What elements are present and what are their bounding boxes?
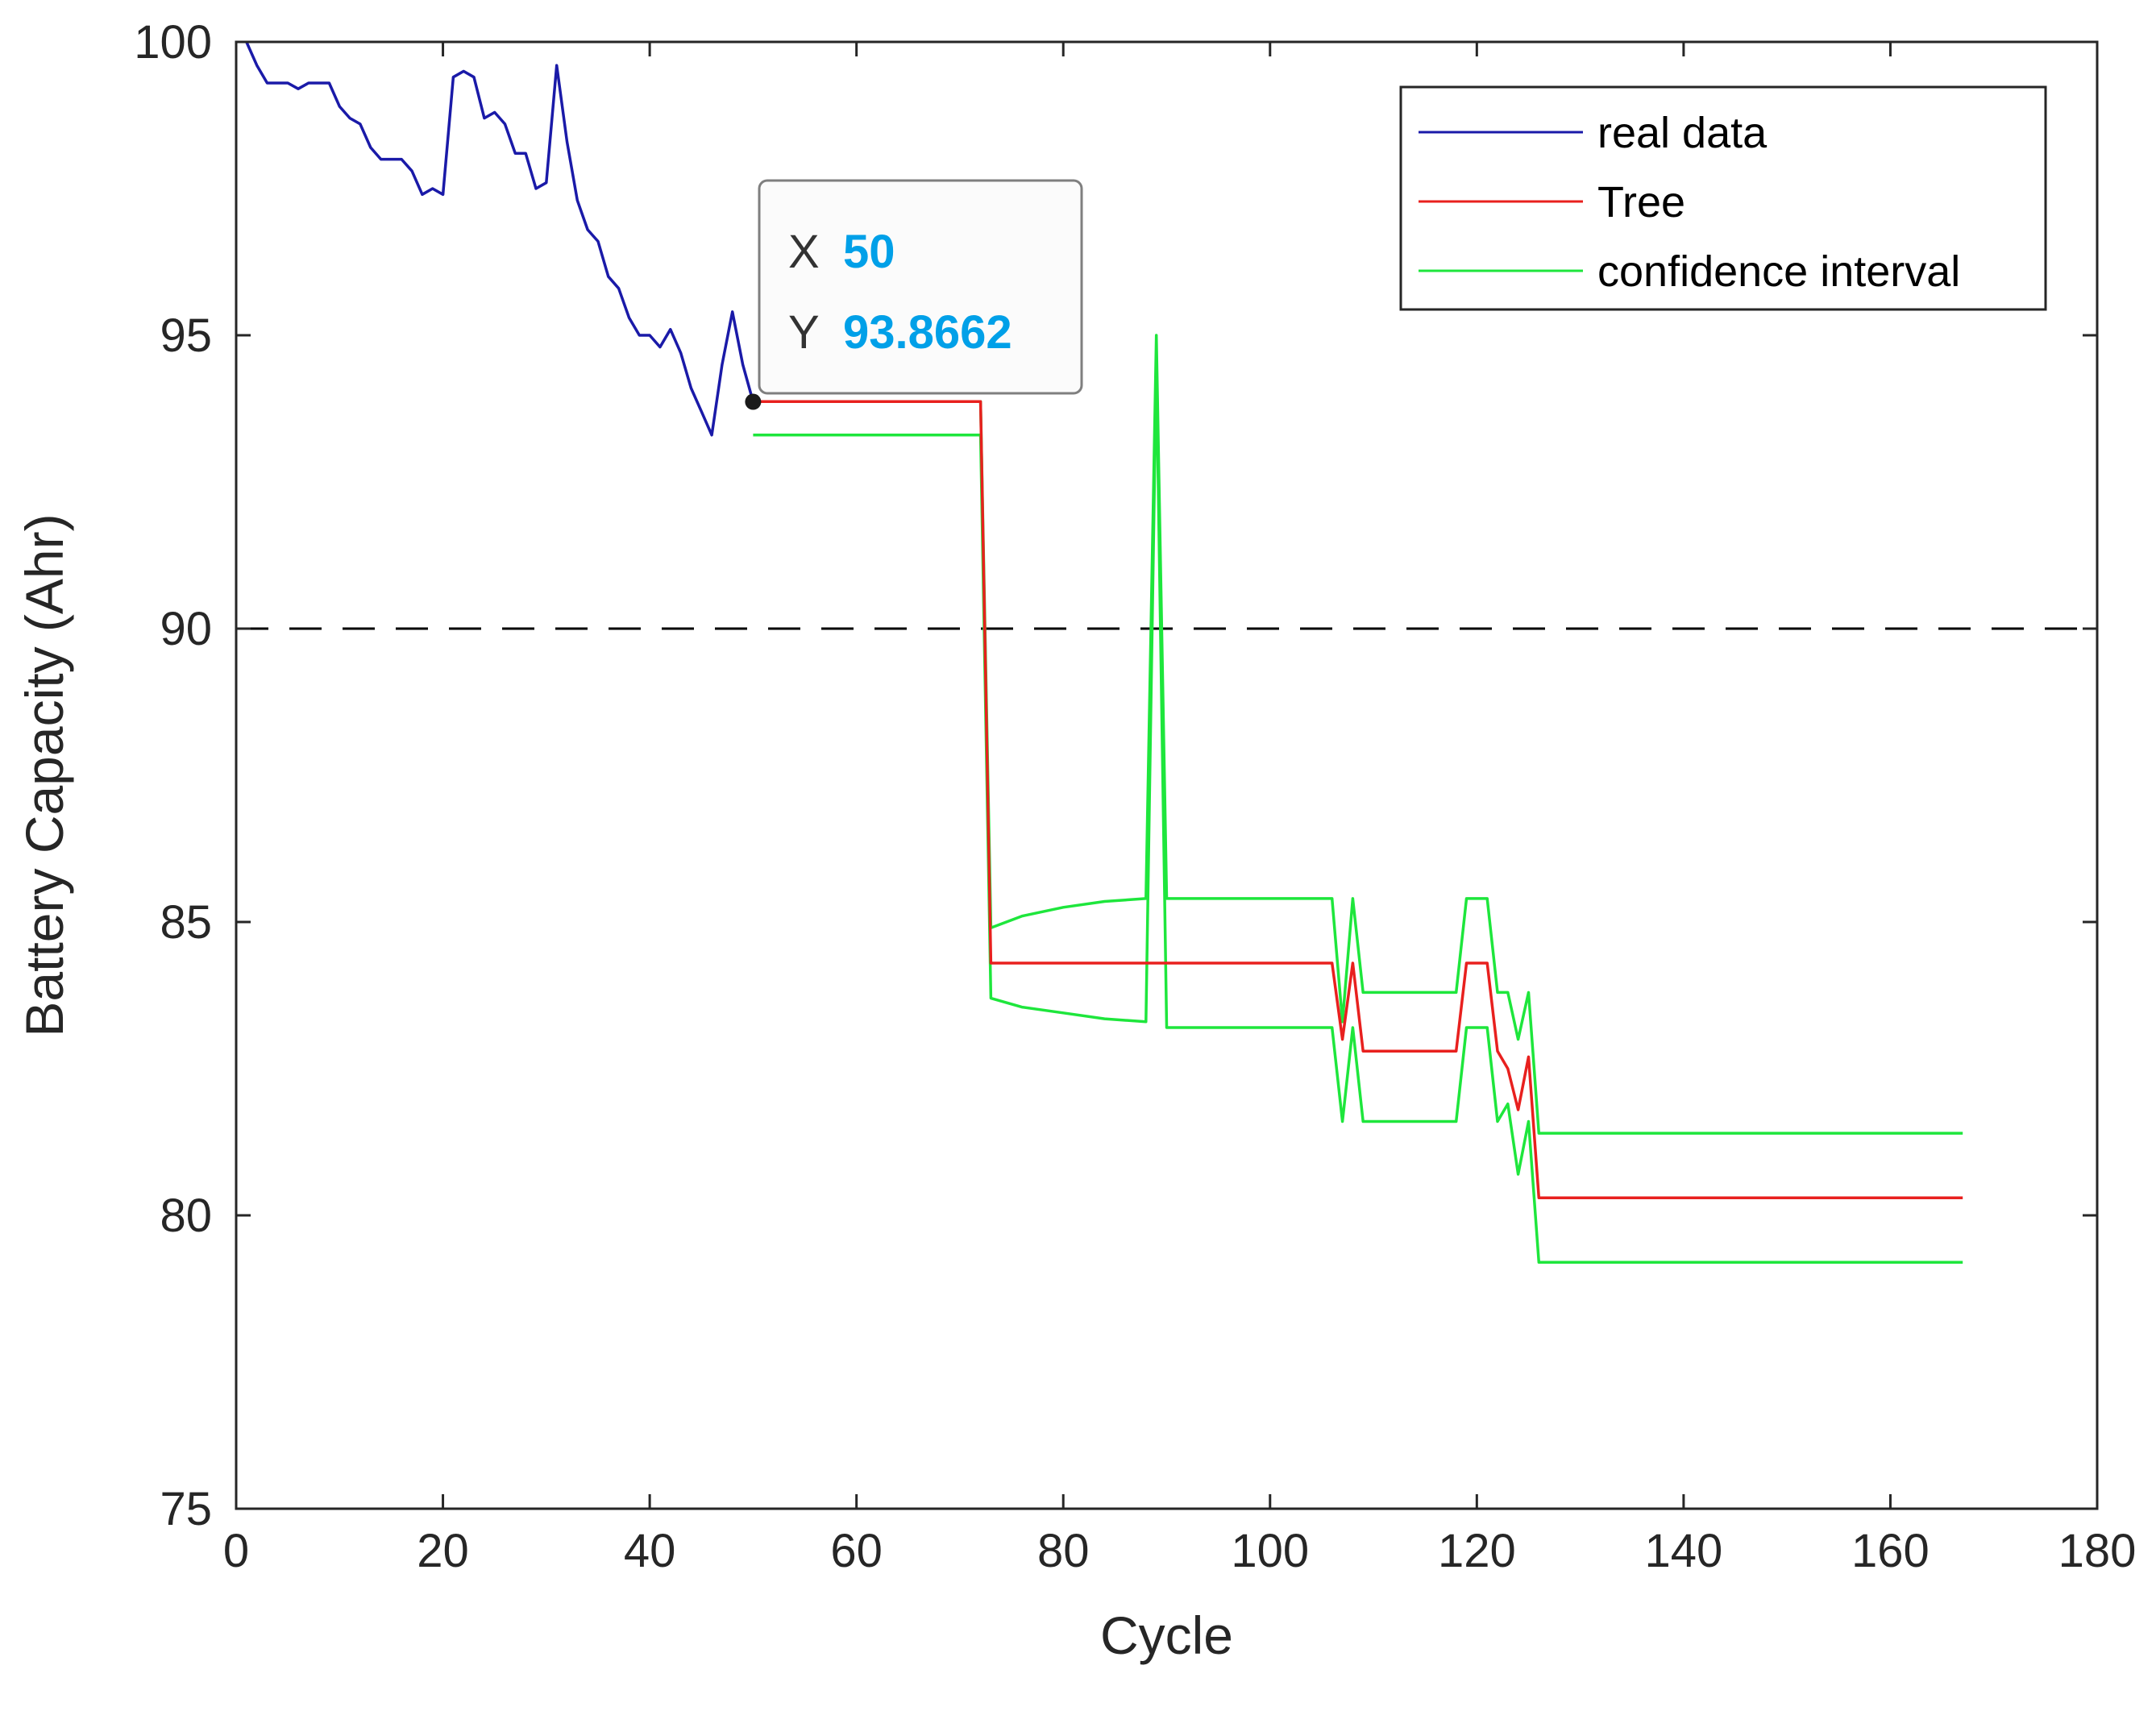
legend-label-tree: Tree xyxy=(1597,178,1685,226)
y-tick-label-100: 100 xyxy=(134,16,212,69)
datatip-marker[interactable] xyxy=(745,393,762,410)
x-tick-label-120: 120 xyxy=(1438,1525,1516,1577)
y-tick-label-85: 85 xyxy=(160,896,212,949)
series-line-real-data xyxy=(245,41,755,437)
axis-ticks xyxy=(235,40,2099,1510)
plot-area-border xyxy=(235,40,2099,1510)
legend-label-confidence-interval: confidence interval xyxy=(1597,247,1960,296)
x-tick-label-20: 20 xyxy=(417,1525,469,1577)
x-tick-label-100: 100 xyxy=(1231,1525,1309,1577)
x-tick-label-80: 80 xyxy=(1037,1525,1090,1577)
datatip-x-value: 50 xyxy=(843,226,895,278)
series-line-confidence-interval-lower xyxy=(753,363,1963,1264)
datatip[interactable]: X 50 Y 93.8662 xyxy=(758,179,1083,395)
series-line-tree xyxy=(753,400,1963,1199)
y-tick-label-90: 90 xyxy=(160,603,212,655)
plot-series xyxy=(245,41,1963,1264)
legend-box xyxy=(1399,85,2047,311)
y-tick-label-75: 75 xyxy=(160,1483,212,1535)
x-tick-label-0: 0 xyxy=(223,1525,249,1577)
x-tick-label-140: 140 xyxy=(1644,1525,1722,1577)
x-axis-title: Cycle xyxy=(1100,1605,1233,1665)
axis-tick-labels: 0 20 40 60 80 100 120 140 160 180 75 80 85 90 95 100 xyxy=(134,16,2136,1577)
y-axis-title: Battery Capacity (Ahr) xyxy=(15,513,74,1036)
legend-label-real-data: real data xyxy=(1597,109,1768,157)
x-tick-label-40: 40 xyxy=(624,1525,676,1577)
datatip-y-key: Y xyxy=(788,306,820,359)
datatip-y-value: 93.8662 xyxy=(843,306,1012,359)
y-tick-label-80: 80 xyxy=(160,1190,212,1242)
datatip-box xyxy=(758,179,1083,395)
x-tick-label-160: 160 xyxy=(1851,1525,1930,1577)
y-tick-label-95: 95 xyxy=(160,309,212,362)
legend: real data Tree confidence interval xyxy=(1399,85,2047,311)
datatip-x-key: X xyxy=(788,226,820,278)
series-line-confidence-interval-upper xyxy=(753,334,1963,1135)
x-tick-label-60: 60 xyxy=(830,1525,883,1577)
x-tick-label-180: 180 xyxy=(2058,1525,2137,1577)
